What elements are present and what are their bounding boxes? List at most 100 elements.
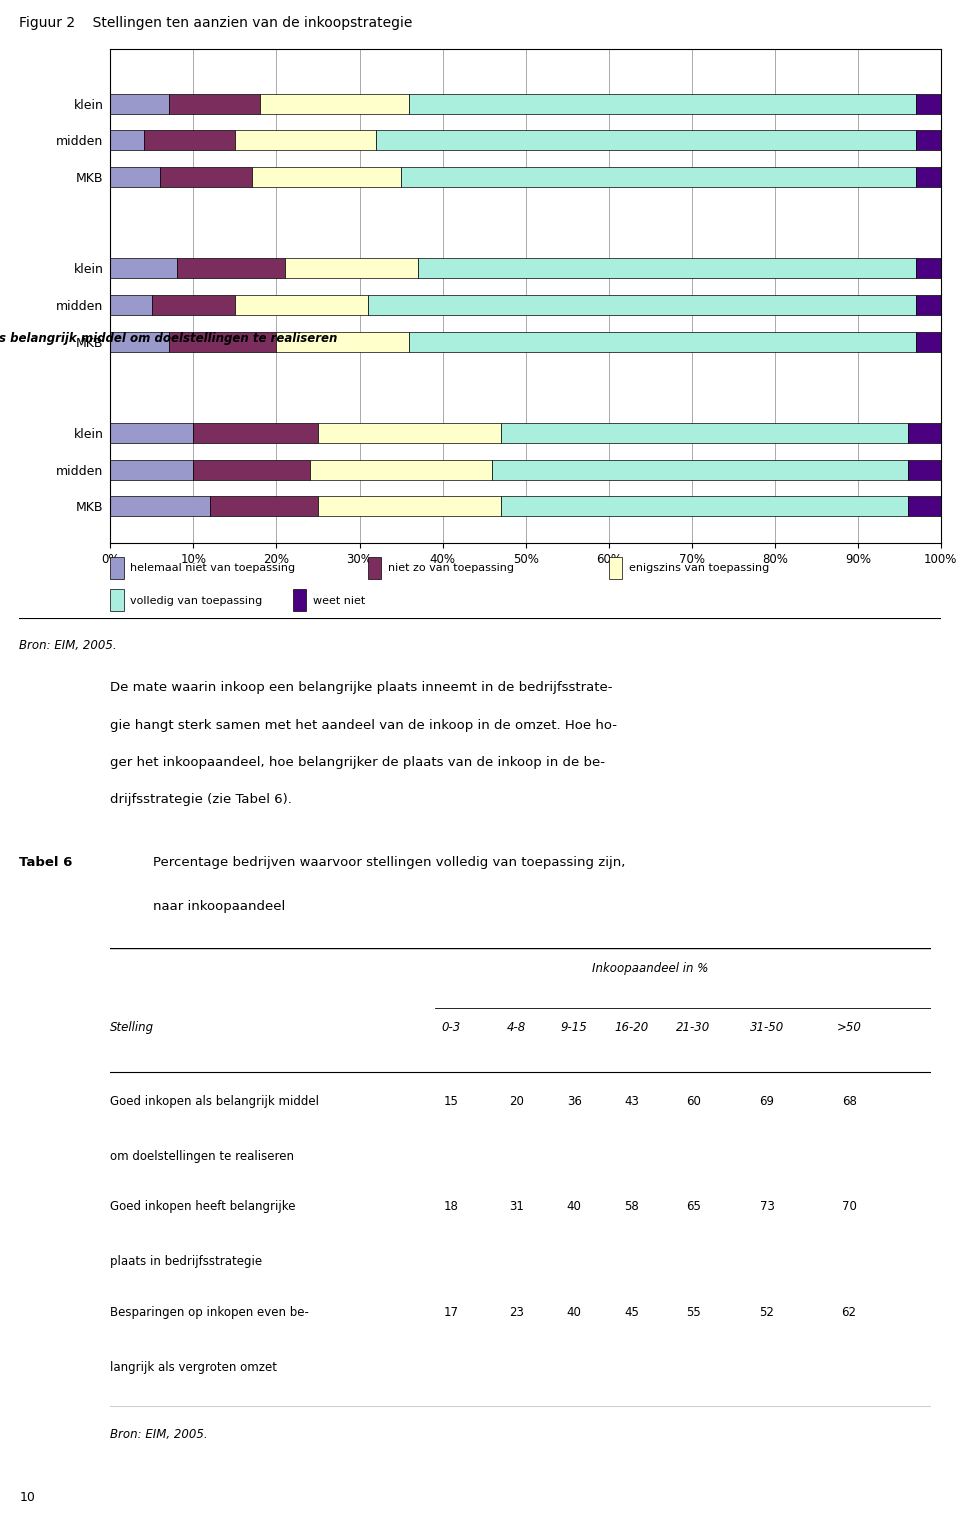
Bar	[492, 460, 907, 480]
Bar	[409, 93, 916, 113]
Bar	[110, 130, 144, 150]
Bar	[609, 557, 622, 579]
Text: 62: 62	[842, 1306, 856, 1320]
Bar	[501, 424, 907, 443]
Bar	[418, 258, 916, 278]
Bar	[110, 589, 124, 612]
Bar	[907, 424, 941, 443]
Bar	[160, 167, 252, 187]
Bar	[177, 258, 285, 278]
Bar	[916, 130, 941, 150]
Bar	[318, 424, 501, 443]
Text: weet niet: weet niet	[313, 595, 365, 605]
Text: Stelling: Stelling	[110, 1021, 155, 1035]
Bar	[260, 93, 409, 113]
Text: >50: >50	[837, 1021, 861, 1035]
Text: Besparingen op inkopen even be-: Besparingen op inkopen even be-	[110, 1306, 309, 1320]
Bar	[907, 495, 941, 517]
Bar	[169, 332, 276, 352]
Text: 43: 43	[624, 1095, 639, 1109]
Bar	[401, 167, 916, 187]
Text: 9-15: 9-15	[561, 1021, 588, 1035]
Bar	[152, 295, 235, 315]
Text: helemaal niet van toepassing: helemaal niet van toepassing	[131, 563, 296, 573]
Text: naar inkoopaandeel: naar inkoopaandeel	[153, 901, 285, 913]
Bar	[210, 495, 318, 517]
Bar	[318, 495, 501, 517]
Bar	[368, 557, 381, 579]
Bar	[193, 460, 310, 480]
Text: De mate waarin inkoop een belangrijke plaats inneemt in de bedrijfsstrate-: De mate waarin inkoop een belangrijke pl…	[110, 680, 612, 694]
Text: 55: 55	[685, 1306, 701, 1320]
Bar	[169, 93, 260, 113]
Text: Inkoopaandeel in %: Inkoopaandeel in %	[592, 962, 708, 976]
Text: Goed inkopen als belangrijk middel om doelstellingen te realiseren: Goed inkopen als belangrijk middel om do…	[0, 332, 337, 346]
Text: drijfsstrategie (zie Tabel 6).: drijfsstrategie (zie Tabel 6).	[110, 794, 292, 806]
Text: gie hangt sterk samen met het aandeel van de inkoop in de omzet. Hoe ho-: gie hangt sterk samen met het aandeel va…	[110, 719, 617, 731]
Bar	[916, 167, 941, 187]
Text: 0-3: 0-3	[442, 1021, 461, 1035]
Bar	[110, 460, 193, 480]
Text: Goed inkopen als belangrijk middel: Goed inkopen als belangrijk middel	[110, 1095, 320, 1109]
Text: om doelstellingen te realiseren: om doelstellingen te realiseren	[110, 1150, 295, 1164]
Bar	[110, 295, 152, 315]
Text: 40: 40	[566, 1306, 582, 1320]
Text: ger het inkoopaandeel, hoe belangrijker de plaats van de inkoop in de be-: ger het inkoopaandeel, hoe belangrijker …	[110, 755, 606, 769]
Bar	[293, 589, 306, 612]
Bar	[310, 460, 492, 480]
Bar	[110, 167, 160, 187]
Text: langrijk als vergroten omzet: langrijk als vergroten omzet	[110, 1361, 277, 1375]
Bar	[285, 258, 418, 278]
Text: 20: 20	[509, 1095, 524, 1109]
Bar	[916, 258, 941, 278]
Bar	[110, 332, 169, 352]
Text: 40: 40	[566, 1200, 582, 1214]
Text: 70: 70	[842, 1200, 856, 1214]
Bar	[235, 295, 368, 315]
Bar	[907, 460, 941, 480]
Bar	[276, 332, 409, 352]
Text: niet zo van toepassing: niet zo van toepassing	[388, 563, 514, 573]
Text: 73: 73	[759, 1200, 775, 1214]
Text: 15: 15	[444, 1095, 459, 1109]
Text: 4-8: 4-8	[507, 1021, 526, 1035]
Bar	[110, 557, 124, 579]
Text: plaats in bedrijfsstrategie: plaats in bedrijfsstrategie	[110, 1255, 262, 1269]
Text: 31: 31	[509, 1200, 524, 1214]
Text: Bron: EIM, 2005.: Bron: EIM, 2005.	[19, 639, 117, 651]
Text: enigszins van toepassing: enigszins van toepassing	[629, 563, 769, 573]
Text: Tabel 6: Tabel 6	[19, 856, 73, 868]
Text: Percentage bedrijven waarvoor stellingen volledig van toepassing zijn,: Percentage bedrijven waarvoor stellingen…	[153, 856, 625, 868]
Bar	[110, 495, 210, 517]
Bar	[409, 332, 916, 352]
Text: 52: 52	[759, 1306, 775, 1320]
Bar	[916, 295, 941, 315]
Bar	[144, 130, 235, 150]
Text: 60: 60	[685, 1095, 701, 1109]
Text: 45: 45	[624, 1306, 639, 1320]
Bar	[110, 258, 177, 278]
Bar	[368, 295, 916, 315]
Text: 10: 10	[19, 1491, 36, 1505]
Bar	[110, 424, 193, 443]
Text: 17: 17	[444, 1306, 459, 1320]
Text: Goed inkopen heeft belangrijke: Goed inkopen heeft belangrijke	[110, 1200, 296, 1214]
Text: Figuur 2    Stellingen ten aanzien van de inkoopstrategie: Figuur 2 Stellingen ten aanzien van de i…	[19, 15, 413, 31]
Text: 23: 23	[509, 1306, 524, 1320]
Text: 36: 36	[566, 1095, 582, 1109]
Text: 65: 65	[685, 1200, 701, 1214]
Text: 69: 69	[759, 1095, 775, 1109]
Text: 31-50: 31-50	[750, 1021, 784, 1035]
Bar	[916, 93, 941, 113]
Text: volledig van toepassing: volledig van toepassing	[131, 595, 263, 605]
Bar	[252, 167, 401, 187]
Bar	[501, 495, 907, 517]
Text: 68: 68	[842, 1095, 856, 1109]
Bar	[110, 93, 169, 113]
Text: Bron: EIM, 2005.: Bron: EIM, 2005.	[110, 1428, 208, 1440]
Text: 58: 58	[624, 1200, 639, 1214]
Bar	[235, 130, 376, 150]
Text: 18: 18	[444, 1200, 459, 1214]
Text: 21-30: 21-30	[676, 1021, 710, 1035]
Bar	[376, 130, 916, 150]
